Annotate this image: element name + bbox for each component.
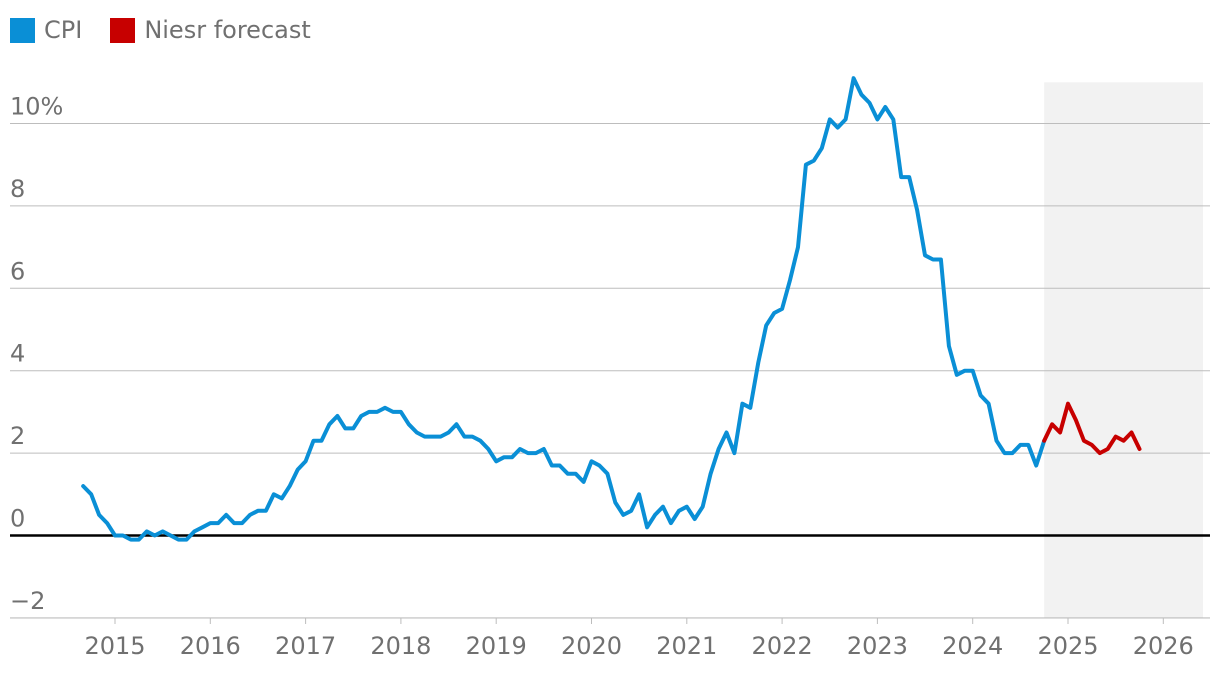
x-tick-label: 2021 xyxy=(656,632,717,660)
y-tick-label: −2 xyxy=(10,587,45,615)
legend-item-forecast: Niesr forecast xyxy=(110,16,311,44)
x-tick-label: 2016 xyxy=(180,632,241,660)
y-tick-label: 2 xyxy=(10,422,25,450)
series-line-cpi xyxy=(81,76,1047,542)
chart-legend: CPI Niesr forecast xyxy=(10,16,339,44)
legend-label-cpi: CPI xyxy=(44,16,83,44)
x-tick-label: 2023 xyxy=(847,632,908,660)
series-line-forecast xyxy=(1042,401,1142,456)
legend-item-cpi: CPI xyxy=(10,16,82,44)
legend-label-forecast: Niesr forecast xyxy=(144,16,311,44)
forecast-band xyxy=(1044,82,1204,619)
y-tick-label: 6 xyxy=(10,257,25,285)
x-tick-label: 2022 xyxy=(752,632,813,660)
x-tick-label: 2024 xyxy=(942,632,1003,660)
x-tick-label: 2025 xyxy=(1037,632,1098,660)
y-tick-label: 10% xyxy=(10,93,63,121)
x-tick-label: 2026 xyxy=(1133,632,1194,660)
x-tick-label: 2019 xyxy=(466,632,527,660)
x-tick-label: 2018 xyxy=(370,632,431,660)
y-tick-label: 0 xyxy=(10,505,25,533)
y-tick-label: 4 xyxy=(10,340,25,368)
x-tick-label: 2020 xyxy=(561,632,622,660)
legend-swatch-forecast xyxy=(110,17,136,43)
x-tick-label: 2017 xyxy=(275,632,336,660)
x-tick-label: 2015 xyxy=(84,632,145,660)
y-tick-label: 8 xyxy=(10,175,25,203)
legend-swatch-cpi xyxy=(10,17,35,43)
